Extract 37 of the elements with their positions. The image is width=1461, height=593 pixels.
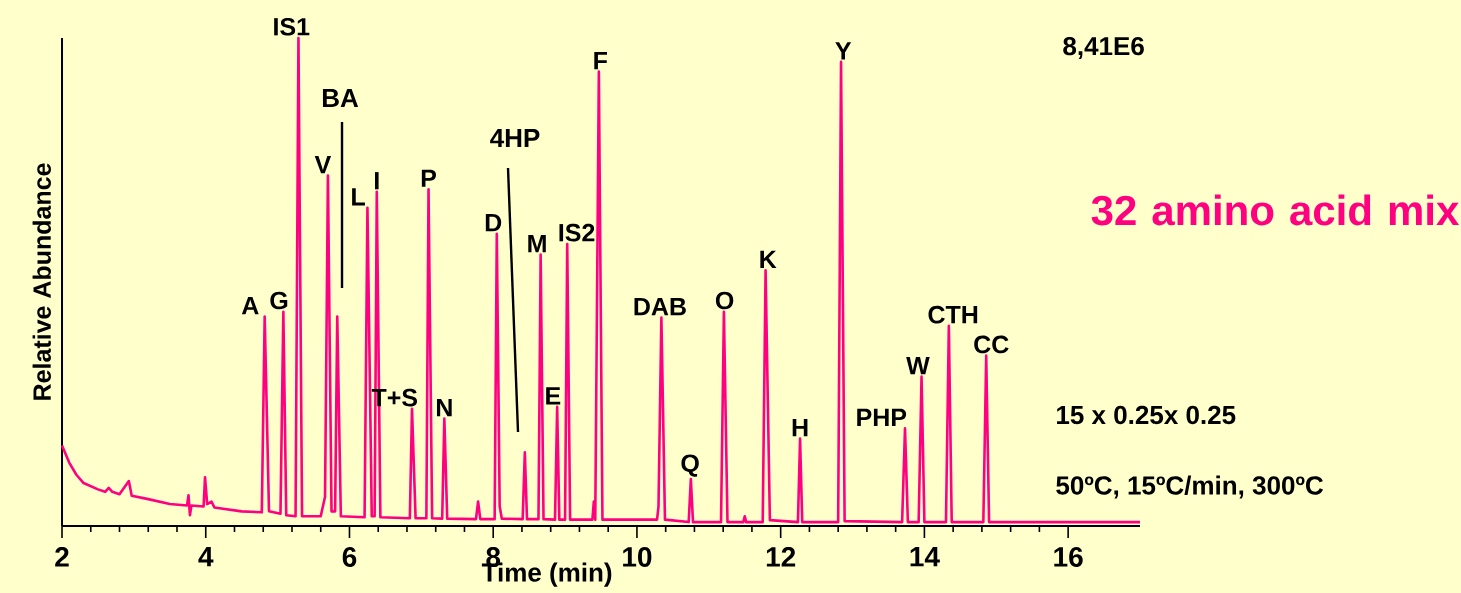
annotation: G (270, 291, 288, 310)
annotation: P (421, 169, 436, 187)
annotation: BA (322, 89, 359, 107)
annotation: DAB (634, 298, 686, 316)
annotation: A (241, 297, 259, 315)
annotation: F (594, 52, 608, 70)
annotation: PHP (857, 408, 907, 426)
annotation: N (436, 399, 452, 417)
annotation: E (546, 387, 561, 405)
x-tick-label: 14 (910, 547, 940, 567)
x-tick-label: 10 (623, 547, 652, 567)
text: 32 amino acid mix (1091, 194, 1460, 226)
annotation: IS2 (559, 223, 595, 242)
x-tick-label: 4 (198, 547, 214, 567)
annotation: 8,41E6 (1063, 36, 1144, 60)
annotation: I (374, 172, 379, 190)
annotation: Q (681, 454, 699, 477)
annotation: W (906, 357, 930, 375)
annotation: 15 x 0.25x 0.25 (1057, 405, 1236, 425)
annotation: K (760, 250, 777, 268)
annotation: IS1 (274, 17, 310, 36)
x-tick-label: 16 (1054, 547, 1083, 567)
annotation: H (792, 419, 808, 437)
annotation: 50ºC, 15ºC/min, 300ºC (1056, 475, 1324, 499)
annotation: Y (835, 42, 852, 60)
annotation: 4HP (490, 129, 540, 147)
x-tick-label: 6 (342, 547, 357, 567)
annotation: CC (974, 335, 1009, 354)
annotation: D (485, 214, 502, 232)
annotation: O (715, 291, 734, 310)
x-tick-label: 12 (766, 547, 796, 567)
annotation: V (314, 156, 332, 174)
annotation: M (528, 235, 546, 253)
y-axis-title: Relative Abundance (32, 163, 51, 400)
x-tick-label: 2 (55, 547, 69, 567)
annotation: L (352, 188, 365, 206)
annotation: CTH (928, 305, 978, 324)
